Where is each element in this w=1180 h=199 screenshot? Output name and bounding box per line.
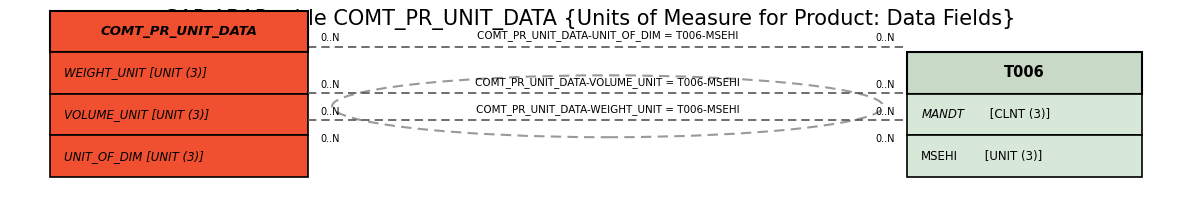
FancyBboxPatch shape xyxy=(907,135,1142,177)
Text: WEIGHT_UNIT [UNIT (3)]: WEIGHT_UNIT [UNIT (3)] xyxy=(64,66,206,79)
Text: 0..N: 0..N xyxy=(320,80,340,90)
Text: COMT_PR_UNIT_DATA: COMT_PR_UNIT_DATA xyxy=(100,25,257,38)
Text: 0..N: 0..N xyxy=(320,33,340,43)
FancyBboxPatch shape xyxy=(907,94,1142,135)
FancyBboxPatch shape xyxy=(50,52,308,94)
Text: 0..N: 0..N xyxy=(876,33,896,43)
FancyBboxPatch shape xyxy=(50,135,308,177)
Text: UNIT_OF_DIM [UNIT (3)]: UNIT_OF_DIM [UNIT (3)] xyxy=(64,150,204,163)
Text: T006: T006 xyxy=(1004,65,1045,80)
Text: SAP ABAP table COMT_PR_UNIT_DATA {Units of Measure for Product: Data Fields}: SAP ABAP table COMT_PR_UNIT_DATA {Units … xyxy=(165,9,1015,30)
FancyBboxPatch shape xyxy=(907,52,1142,94)
Text: 0..N: 0..N xyxy=(320,134,340,144)
Text: [CLNT (3)]: [CLNT (3)] xyxy=(986,108,1050,121)
Text: COMT_PR_UNIT_DATA-WEIGHT_UNIT = T006-MSEHI: COMT_PR_UNIT_DATA-WEIGHT_UNIT = T006-MSE… xyxy=(476,104,740,115)
Text: COMT_PR_UNIT_DATA-UNIT_OF_DIM = T006-MSEHI: COMT_PR_UNIT_DATA-UNIT_OF_DIM = T006-MSE… xyxy=(477,31,739,41)
FancyBboxPatch shape xyxy=(50,94,308,135)
Text: COMT_PR_UNIT_DATA-VOLUME_UNIT = T006-MSEHI: COMT_PR_UNIT_DATA-VOLUME_UNIT = T006-MSE… xyxy=(476,77,740,88)
Text: VOLUME_UNIT [UNIT (3)]: VOLUME_UNIT [UNIT (3)] xyxy=(64,108,209,121)
Text: [UNIT (3)]: [UNIT (3)] xyxy=(981,150,1042,163)
Text: MSEHI: MSEHI xyxy=(922,150,958,163)
FancyBboxPatch shape xyxy=(50,11,308,52)
Text: 0..N: 0..N xyxy=(876,80,896,90)
Text: 0..N: 0..N xyxy=(876,107,896,117)
Text: MANDT: MANDT xyxy=(922,108,964,121)
Text: 0..N: 0..N xyxy=(320,107,340,117)
Text: 0..N: 0..N xyxy=(876,134,896,144)
